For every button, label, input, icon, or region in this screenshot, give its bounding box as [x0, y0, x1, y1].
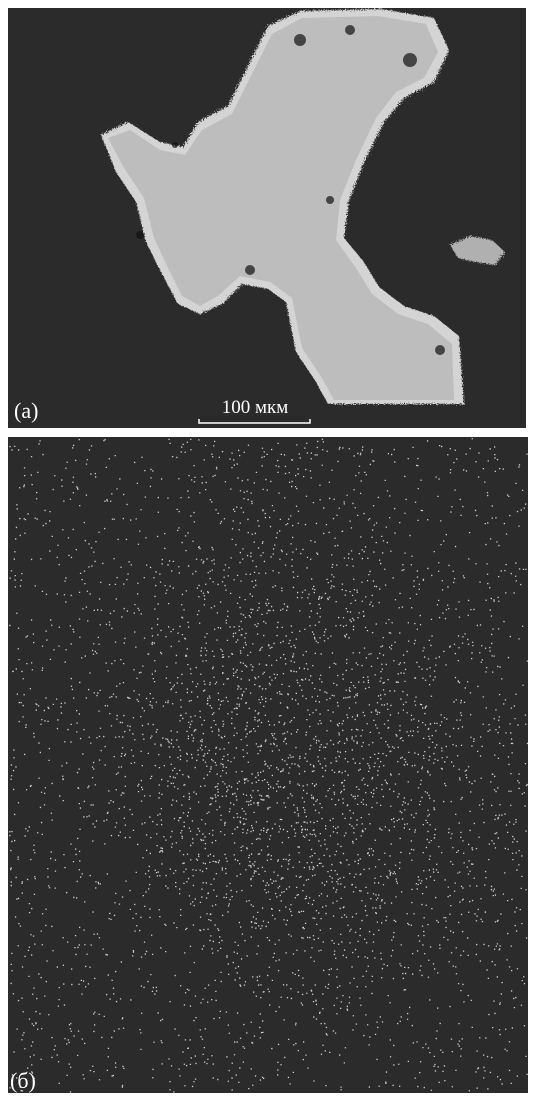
panel-label: (б): [10, 1068, 36, 1093]
panel-a: (а) 100 мкм: [8, 8, 526, 428]
figure: (а) 100 мкм (б): [0, 0, 534, 1099]
page: (а) 100 мкм (б) (() => { const data = JS…: [0, 0, 534, 1099]
panel-b-background: [8, 437, 528, 1093]
scale-bar-label: 100 мкм: [222, 397, 289, 418]
panel-b: (б): [8, 437, 528, 1093]
panel-label: (а): [14, 398, 38, 423]
